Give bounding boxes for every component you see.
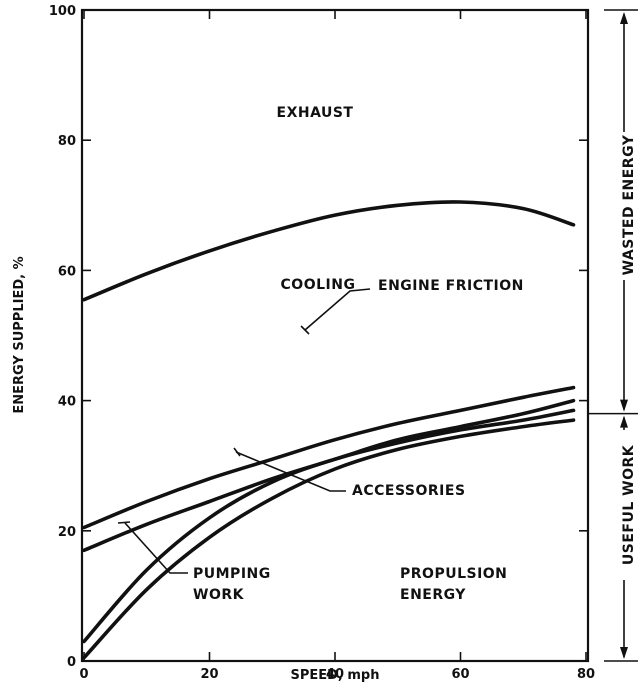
curve-accessories — [82, 408, 576, 644]
y-axis-label: ENERGY SUPPLIED, % — [12, 256, 27, 413]
arrow-down-bottom — [620, 647, 628, 659]
arrow-down-split — [620, 399, 628, 412]
region-label-exhaust: EXHAUST — [277, 105, 354, 121]
curve-exhaust — [82, 200, 576, 302]
useful-work-label: USEFUL WORK — [621, 444, 637, 565]
x-axis-ticks: 0 20 40 60 80 — [79, 10, 595, 682]
region-label-cooling: COOLING — [281, 277, 356, 293]
y-tick-label: 40 — [58, 395, 76, 410]
x-tick-label: 80 — [577, 667, 595, 682]
energy-bracket — [588, 9, 638, 662]
x-tick-label: 20 — [200, 667, 218, 682]
leader-tick-engine-friction — [300, 325, 310, 335]
x-axis-label: SPEED, mph — [290, 668, 379, 683]
curve-pumping-work — [82, 418, 576, 660]
y-tick-label: 20 — [58, 525, 76, 540]
leader-line-accessories — [235, 451, 346, 492]
x-tick-label: 60 — [451, 667, 469, 682]
curve-cooling — [82, 385, 576, 530]
x-tick-label: 40 — [326, 667, 344, 682]
x-tick-label: 0 — [79, 667, 88, 682]
y-tick-label: 60 — [58, 264, 76, 279]
leader-line-pumping — [124, 522, 188, 574]
region-label-pumping: PUMPING — [193, 566, 271, 582]
curve-engine-friction — [82, 398, 576, 553]
region-label-work: WORK — [193, 587, 245, 603]
leader-tick-accessories — [233, 447, 241, 457]
arrow-up-top — [620, 12, 628, 24]
y-tick-label: 0 — [67, 655, 76, 670]
region-label-energy: ENERGY — [400, 587, 466, 603]
region-label-engine-friction: ENGINE FRICTION — [378, 278, 524, 294]
y-tick-label: 80 — [58, 134, 76, 149]
y-axis-ticks: 0 20 40 60 80 100 — [49, 4, 588, 670]
leader-tick-pumping — [117, 521, 131, 524]
leader-line-engine-friction — [304, 288, 371, 331]
arrow-up-split — [620, 415, 628, 428]
region-label-propulsion: PROPULSION — [400, 566, 507, 582]
wasted-energy-label: WASTED ENERGY — [621, 134, 637, 275]
region-label-accessories: ACCESSORIES — [352, 483, 466, 499]
y-tick-label: 100 — [49, 4, 76, 19]
energy-curves — [82, 200, 576, 660]
